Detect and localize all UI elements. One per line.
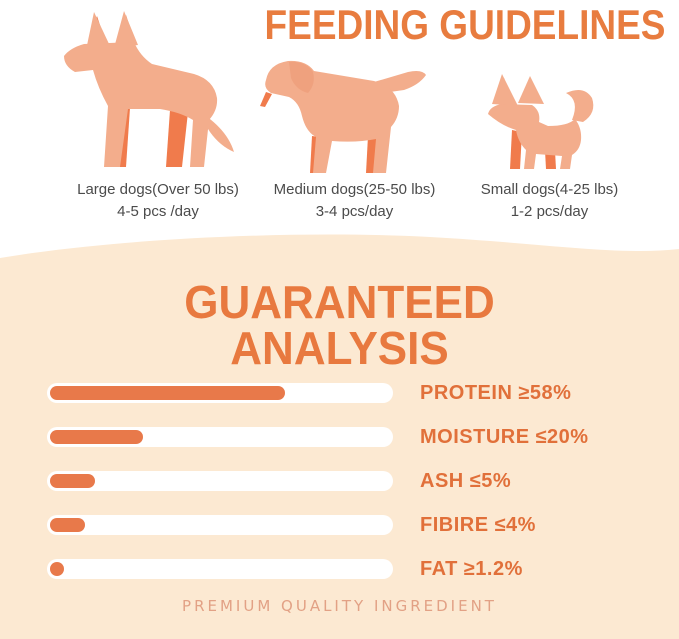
fibire-value: ≤4% xyxy=(494,513,536,536)
analysis-bars: PROTEIN ≥58% MOISTURE ≤20% ASH ≤5% FIBIRE ≤4… xyxy=(47,382,589,603)
fat-bar-fill xyxy=(50,562,64,576)
feeding-caption-large: Large dogs(Over 50 lbs) 4-5 pcs /day xyxy=(48,179,268,223)
feeding-caption-medium-amount: 3-4 pcs/day xyxy=(315,203,394,220)
fibire-bar-track xyxy=(47,515,393,535)
moisture-label-text: MOISTURE xyxy=(420,425,530,448)
fat-bar-track xyxy=(47,559,393,579)
feeding-caption-medium-label: Medium dogs(25-50 lbs) xyxy=(273,181,436,198)
fat-value: ≥1.2% xyxy=(463,557,523,580)
ash-bar-track xyxy=(47,471,393,491)
feeding-caption-large-label: Large dogs(Over 50 lbs) xyxy=(77,181,239,198)
analysis-row-moisture: MOISTURE ≤20% xyxy=(47,426,589,449)
medium-dog-icon xyxy=(260,60,426,173)
protein-bar-track xyxy=(47,383,393,403)
analysis-row-ash: ASH ≤5% xyxy=(47,470,589,493)
protein-value: ≥58% xyxy=(518,381,572,404)
analysis-title-line2: ANALYSIS xyxy=(230,323,449,375)
analysis-title-line1: GUARANTEED xyxy=(184,276,495,329)
analysis-title: GUARANTEED ANALYSIS xyxy=(0,276,679,375)
feeding-caption-small-amount: 1-2 pcs/day xyxy=(510,203,589,220)
analysis-row-fat: FAT ≥1.2% xyxy=(47,558,589,581)
wave-divider xyxy=(0,234,679,270)
fat-label: FAT ≥1.2% xyxy=(420,558,523,581)
footer-tagline: PREMIUM QUALITY INGREDIENT xyxy=(182,597,497,615)
protein-bar-fill xyxy=(50,386,286,400)
moisture-label: MOISTURE ≤20% xyxy=(420,426,589,449)
page-title: FEEDING GUIDELINES xyxy=(264,2,666,48)
moisture-value: ≤20% xyxy=(535,425,589,448)
ash-label-text: ASH xyxy=(420,469,464,492)
fibire-label: FIBIRE ≤4% xyxy=(420,514,536,537)
fat-label-text: FAT xyxy=(420,557,458,580)
protein-label: PROTEIN ≥58% xyxy=(420,382,571,405)
feeding-caption-medium: Medium dogs(25-50 lbs) 3-4 pcs/day xyxy=(252,179,457,223)
protein-label-text: PROTEIN xyxy=(420,381,513,404)
large-dog-icon xyxy=(64,11,234,167)
ash-label: ASH ≤5% xyxy=(420,470,511,493)
feeding-caption-large-amount: 4-5 pcs /day xyxy=(117,203,199,220)
moisture-bar-track xyxy=(47,427,393,447)
analysis-row-fibire: FIBIRE ≤4% xyxy=(47,514,589,537)
ash-bar-fill xyxy=(50,474,95,488)
moisture-bar-fill xyxy=(50,430,144,444)
feeding-caption-small: Small dogs(4-25 lbs) 1-2 pcs/day xyxy=(452,179,647,223)
fibire-bar-fill xyxy=(50,518,85,532)
ash-value: ≤5% xyxy=(469,469,512,492)
feeding-caption-small-label: Small dogs(4-25 lbs) xyxy=(480,181,619,198)
analysis-row-protein: PROTEIN ≥58% xyxy=(47,382,589,405)
small-dog-icon xyxy=(488,74,594,169)
fibire-label-text: FIBIRE xyxy=(420,513,489,536)
